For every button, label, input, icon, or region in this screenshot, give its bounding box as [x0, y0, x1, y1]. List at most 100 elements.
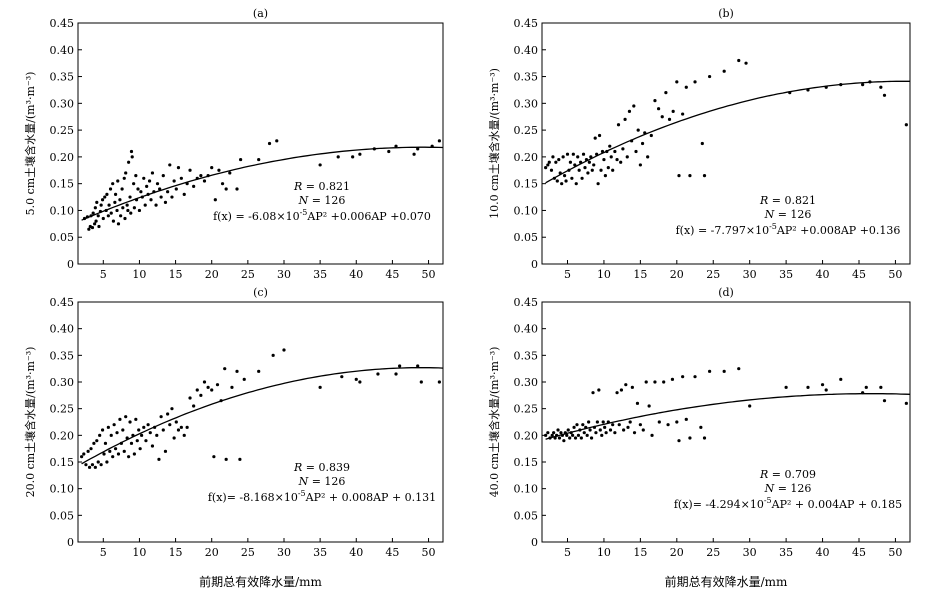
- data-point: [546, 431, 550, 435]
- data-point: [98, 433, 102, 437]
- data-point: [87, 227, 91, 231]
- plot-frame: [541, 301, 911, 543]
- data-point: [613, 149, 617, 154]
- y-tick-label: 0.10: [514, 483, 539, 496]
- data-point: [230, 385, 234, 389]
- data-point: [149, 198, 153, 202]
- data-point: [84, 463, 88, 467]
- data-point: [159, 195, 163, 199]
- data-point: [394, 144, 398, 148]
- data-point: [619, 388, 624, 392]
- data-point: [155, 433, 159, 437]
- data-point: [586, 171, 590, 175]
- data-point: [387, 149, 391, 154]
- data-point: [640, 141, 645, 146]
- data-point: [588, 428, 592, 432]
- data-point: [271, 353, 275, 357]
- data-point: [609, 155, 613, 159]
- data-point: [737, 367, 741, 371]
- data-point: [904, 401, 908, 405]
- fit-curve: [545, 393, 911, 440]
- data-point: [573, 163, 577, 167]
- data-point: [163, 449, 168, 453]
- data-point: [611, 168, 615, 172]
- data-point: [282, 348, 286, 352]
- data-point: [394, 372, 398, 376]
- data-point: [185, 425, 189, 429]
- data-point: [122, 176, 126, 180]
- data-point: [116, 179, 120, 183]
- data-point: [556, 428, 560, 432]
- data-point: [113, 192, 118, 196]
- data-point: [143, 203, 147, 207]
- data-point: [142, 176, 146, 180]
- data-point: [398, 364, 402, 368]
- x-tick-label: 5: [564, 546, 571, 559]
- data-point: [109, 211, 113, 215]
- x-tick-label: 10: [132, 546, 146, 559]
- data-point: [693, 80, 697, 84]
- data-point: [157, 457, 161, 461]
- y-tick-label: 0.15: [50, 456, 75, 469]
- data-point: [708, 369, 712, 373]
- data-point: [213, 198, 217, 202]
- y-tick-label: 0.30: [514, 97, 539, 110]
- data-point: [549, 168, 554, 172]
- data-point: [587, 160, 591, 164]
- data-point: [708, 74, 712, 79]
- data-point: [132, 452, 136, 456]
- data-point: [358, 380, 362, 384]
- data-point: [126, 208, 130, 213]
- x-axis-label: 前期总有效降水量/mm: [199, 574, 322, 589]
- data-point: [132, 182, 136, 186]
- data-point: [702, 436, 707, 440]
- data-point: [80, 455, 84, 459]
- data-point: [95, 439, 99, 443]
- x-tick-label: 30: [277, 268, 291, 281]
- data-point: [638, 163, 642, 167]
- y-tick-label: 0.20: [50, 429, 75, 442]
- data-point: [636, 128, 640, 132]
- data-point: [864, 385, 868, 389]
- data-point: [617, 423, 621, 427]
- data-point: [238, 457, 242, 461]
- x-tick-label: 5: [100, 268, 107, 281]
- data-point: [585, 433, 589, 437]
- data-point: [419, 380, 423, 384]
- data-point: [182, 433, 186, 437]
- data-point: [93, 222, 97, 226]
- data-point: [105, 192, 109, 196]
- data-point: [108, 449, 112, 453]
- data-point: [126, 160, 131, 164]
- data-point: [106, 425, 110, 429]
- data-point: [176, 428, 181, 432]
- data-point: [722, 369, 726, 373]
- data-point: [267, 141, 272, 146]
- y-axis-label: 10.0 cm土壤含水量/(m³·m⁻³): [487, 68, 501, 219]
- data-point: [210, 388, 214, 392]
- data-point: [557, 436, 562, 440]
- data-point: [638, 423, 642, 427]
- data-point: [653, 380, 657, 384]
- stat-n: N = 126: [298, 475, 346, 488]
- data-point: [195, 388, 199, 392]
- data-point: [624, 383, 628, 387]
- data-point: [573, 436, 578, 440]
- data-point: [113, 447, 118, 451]
- data-point: [590, 168, 594, 172]
- stat-n: N = 126: [298, 194, 346, 207]
- data-point: [879, 385, 883, 389]
- data-point: [681, 375, 685, 379]
- x-tick-label: 45: [385, 546, 399, 559]
- data-point: [179, 425, 183, 429]
- data-point: [635, 401, 640, 405]
- data-point: [664, 91, 668, 95]
- data-point: [562, 439, 566, 443]
- data-point: [657, 420, 661, 424]
- data-point: [97, 224, 101, 229]
- data-point: [86, 449, 90, 453]
- data-point: [882, 93, 887, 97]
- data-point: [650, 433, 654, 437]
- data-point: [596, 182, 600, 186]
- data-point: [116, 452, 121, 456]
